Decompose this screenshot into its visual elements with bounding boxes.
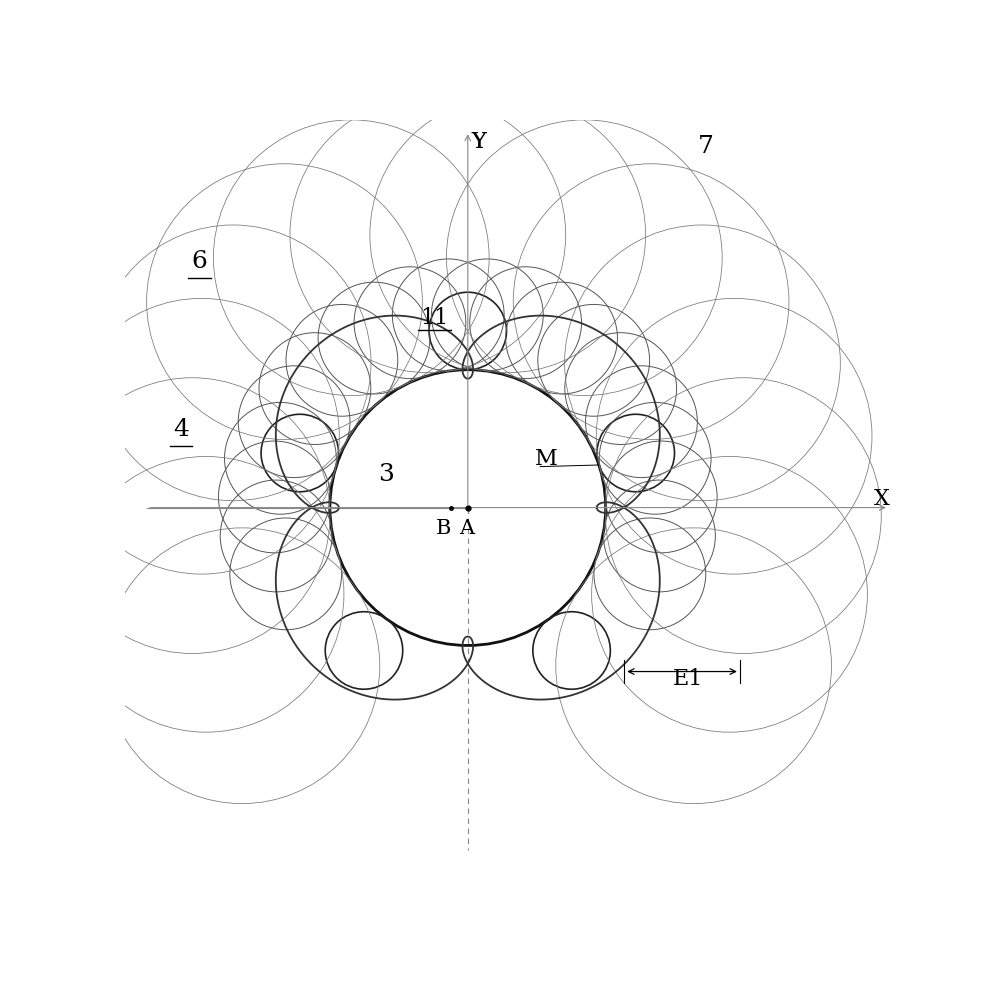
Text: 6: 6	[192, 251, 207, 273]
Text: E1: E1	[672, 668, 703, 690]
Text: 3: 3	[378, 463, 394, 486]
Text: Y: Y	[472, 132, 486, 153]
Text: A: A	[459, 519, 474, 538]
Text: Y: Y	[472, 132, 486, 153]
Text: M: M	[535, 448, 557, 470]
Text: B: B	[436, 519, 452, 538]
Text: X: X	[873, 488, 889, 509]
Text: 7: 7	[698, 135, 714, 157]
Text: 4: 4	[173, 418, 189, 440]
Text: 11: 11	[420, 307, 448, 328]
